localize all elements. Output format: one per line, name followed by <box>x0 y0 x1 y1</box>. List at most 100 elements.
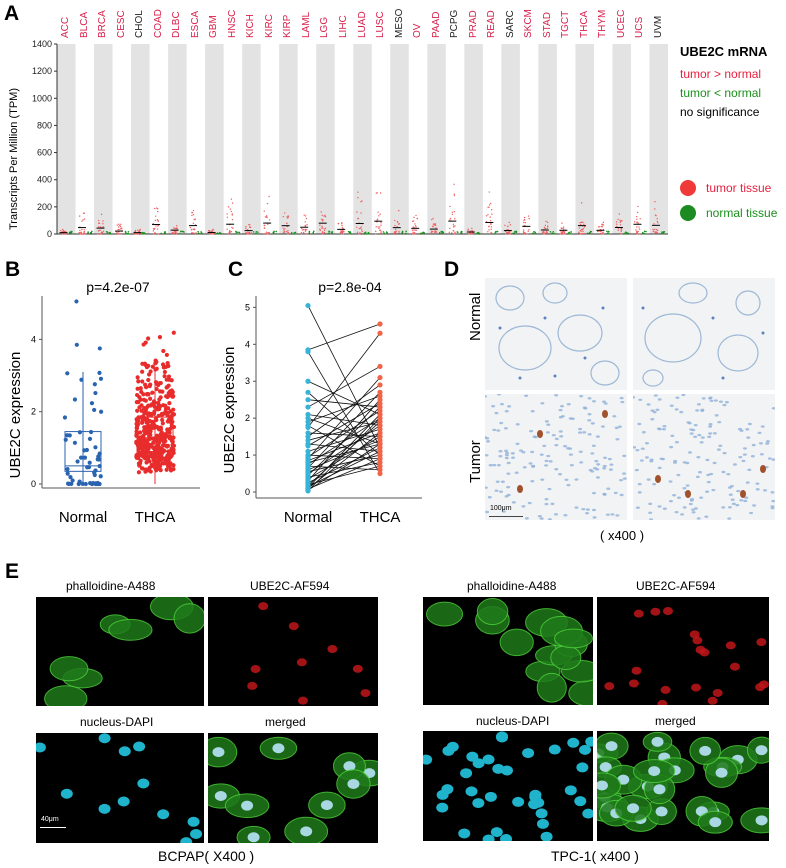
ihc-nucleus <box>494 489 499 492</box>
ihc-nucleus <box>544 420 549 423</box>
ihc-nucleus <box>622 472 627 475</box>
ihc-nucleus <box>708 423 713 426</box>
panel-a-tumor-point <box>560 231 563 234</box>
panel-a-tumor-point <box>302 231 305 234</box>
panel-a-normal-point <box>364 231 367 234</box>
ihc-nucleus <box>581 507 586 511</box>
panel-a-tumor-point <box>194 218 196 221</box>
panel-a-tumor-point <box>619 232 622 235</box>
panel-c-pair-line <box>307 447 381 484</box>
panel-c-thca-point <box>377 411 383 418</box>
panel-c-ytick-label: 1 <box>245 450 250 460</box>
ihc-nucleus <box>676 496 681 499</box>
ihc-nucleus <box>718 400 723 403</box>
ihc-nucleus <box>577 431 582 434</box>
fluo-nucleus <box>214 790 227 801</box>
panel-a-tumor-point <box>636 233 639 235</box>
panel-a-tumor-point <box>487 206 489 208</box>
panel-c-pair-line <box>307 377 381 460</box>
panel-a-tumor-point <box>454 231 456 234</box>
ihc-nucleus <box>743 499 748 503</box>
ihc-nucleus <box>657 427 662 431</box>
panel-b-ytick-label: 0 <box>31 479 36 489</box>
panel-b-point <box>74 299 79 304</box>
panel-b-point <box>165 360 170 366</box>
ihc-nucleus <box>524 394 529 397</box>
panel-a-tumor-point <box>62 228 64 231</box>
panel-a-tumor-point <box>154 207 156 210</box>
tpc1-merged-image <box>597 731 769 841</box>
panel-a-tumor-point <box>655 231 657 233</box>
panel-a-tumor-point <box>360 212 362 214</box>
panel-b-point <box>157 397 162 402</box>
panel-a-tumor-point <box>120 223 122 226</box>
ihc-nucleus <box>550 502 555 506</box>
panel-b-point <box>97 370 102 376</box>
panel-a-tumor-point <box>231 202 234 204</box>
ihc-nucleus <box>652 410 657 414</box>
ihc-nucleus <box>714 414 719 417</box>
tpc1-merged-cells <box>597 731 769 834</box>
panel-a-tumor-point <box>321 227 323 230</box>
panel-a-tumor-point <box>546 232 549 235</box>
panel-b-point <box>65 371 70 376</box>
ihc-nucleus <box>674 441 679 444</box>
fluo-nucleus <box>564 785 577 796</box>
ihc-nucleus <box>695 409 700 412</box>
tpc1-phalloidine-image <box>423 597 593 705</box>
bcpap-dapi-nuclei <box>36 733 203 843</box>
panel-a-tumor-point <box>654 214 657 216</box>
ihc-nucleus <box>601 400 606 403</box>
panel-a-tumor-point <box>65 232 67 235</box>
panel-a-tumor-point <box>380 232 382 234</box>
fluo-cell <box>568 679 593 705</box>
ihc-nucleus <box>547 487 552 491</box>
panel-b-point <box>164 433 170 439</box>
panel-a-tumor-point <box>323 229 326 232</box>
ihc-nucleus <box>569 464 574 467</box>
panel-a-tumor-point <box>579 224 582 226</box>
ihc-nucleus <box>499 421 504 425</box>
panel-c-thca-point <box>377 374 383 381</box>
panel-a-tumor-point <box>83 229 85 231</box>
panel-a-tumor-point <box>379 213 381 215</box>
fluo-nucleus <box>436 802 449 813</box>
ihc-nucleus <box>530 410 535 413</box>
ihc-nucleus <box>722 451 727 455</box>
ihc-nucleus <box>540 478 545 481</box>
panel-a-normal-point <box>550 232 553 235</box>
legend-normal: normal tissue <box>706 206 778 220</box>
ihc-nucleus <box>675 396 680 399</box>
panel-a-band <box>57 44 76 234</box>
ihc-nucleus <box>760 425 765 428</box>
panel-a-tumor-point <box>559 233 562 235</box>
panel-c-ytick-label: 5 <box>245 302 250 312</box>
panel-b-point <box>93 390 98 396</box>
panel-a-tumor-point <box>267 231 269 234</box>
panel-c-ytick-label: 4 <box>245 339 250 349</box>
fluo-ube2c-signal <box>650 607 661 616</box>
panel-a-tumor-point <box>453 226 455 228</box>
ihc-nucleus <box>757 431 762 435</box>
panel-a-normal-point <box>178 232 181 235</box>
ihc-nucleus <box>712 432 717 435</box>
panel-a-tumor-point <box>471 227 473 230</box>
panel-b-point <box>154 386 159 392</box>
panel-a-normal-point <box>69 232 71 234</box>
ihc-nucleus <box>682 487 687 490</box>
panel-a-tumor-point <box>247 231 249 233</box>
panel-a-tumor-point <box>324 227 327 230</box>
panel-a-tumor-point <box>638 226 640 228</box>
fluo-nucleus <box>500 765 513 776</box>
ihc-nucleus <box>498 454 503 458</box>
panel-a-tumor-point <box>117 223 120 225</box>
panel-a-tumor-point <box>491 213 493 215</box>
panel-a-normal-point <box>438 231 441 234</box>
legend-tumor: tumor tissue <box>706 181 772 195</box>
ihc-nucleus <box>553 513 558 516</box>
panel-c-pair-line <box>307 403 381 447</box>
panel-a-tumor-point <box>379 229 381 231</box>
panel-b-point <box>147 436 152 441</box>
ihc-nucleus <box>641 431 646 434</box>
ihc-nucleus <box>501 510 506 513</box>
